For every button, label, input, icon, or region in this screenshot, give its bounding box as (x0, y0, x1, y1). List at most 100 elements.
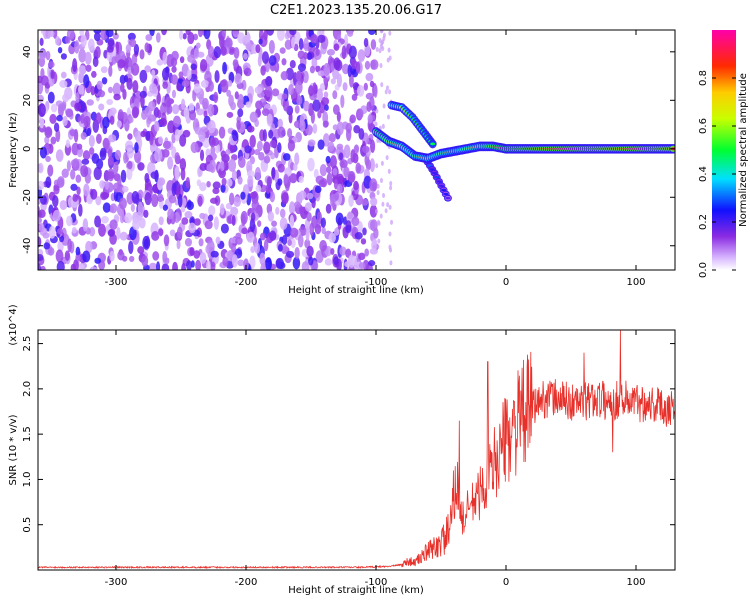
y-tick-label: -20 (22, 189, 33, 205)
spectrogram-cell (109, 107, 117, 116)
spectrogram-cell (301, 261, 310, 270)
spectrogram-cell (330, 247, 335, 255)
spectrogram-cell (179, 133, 187, 147)
y-tick-label: 20 (22, 94, 33, 107)
spectrogram-cell (364, 248, 370, 257)
spectrogram-cell (112, 32, 119, 40)
spectrogram-y-ticks: -40 -20 0 20 40 (22, 45, 675, 254)
spectrogram-cell (87, 38, 95, 51)
spectrogram-cell (266, 176, 273, 186)
spectrogram-cell (316, 88, 324, 102)
spectrogram-cell (124, 212, 133, 224)
colorbar-ticks: 0.0 0.2 0.4 0.6 0.8 (698, 70, 736, 278)
spectrogram-cell (258, 38, 263, 45)
spectrogram-cell (328, 133, 336, 143)
spectrogram-cell (176, 239, 181, 250)
spectrogram-cell (277, 126, 286, 138)
spectrogram-cell (117, 109, 124, 120)
spectrogram-cell (347, 30, 354, 37)
spectrogram-cell (228, 158, 237, 172)
spectrogram-cell (347, 64, 352, 78)
spectrogram-cell (89, 147, 95, 155)
spectrogram-cell (98, 103, 105, 111)
spectrogram-tail (445, 196, 451, 200)
snr-x-label: Height of straight line (km) (288, 585, 424, 596)
colorbar-gradient (712, 30, 736, 270)
spectrogram-cell (339, 246, 347, 256)
spectrogram-cell (379, 178, 383, 184)
spectrogram-cell (325, 203, 332, 214)
spectrogram-cell (282, 97, 289, 112)
spectrogram-cell (172, 115, 182, 128)
spectrogram-cell (257, 220, 262, 227)
spectrogram-cell (332, 168, 338, 176)
spectrogram-cell (144, 65, 152, 73)
spectrogram-cell (263, 239, 269, 252)
spectrogram-cell (83, 183, 90, 197)
spectrogram-tail (443, 192, 449, 196)
spectrogram-cell (206, 180, 211, 188)
spectrogram-cell (161, 30, 168, 36)
spectrogram-cell (231, 214, 236, 226)
spectrogram-cell (200, 126, 209, 133)
spectrogram-cell (196, 108, 204, 116)
spectrogram-cell (116, 120, 122, 128)
spectrogram-cell (262, 129, 267, 142)
spectrogram-cell (288, 201, 296, 215)
spectrogram-cell (93, 32, 101, 42)
spectrogram-cell (49, 113, 57, 124)
spectrogram-cell (343, 166, 350, 178)
spectrogram-cell (227, 249, 234, 262)
spectrogram-cell (307, 139, 316, 147)
spectrogram-cell (290, 227, 299, 238)
spectrogram-cell (335, 59, 343, 71)
spectrogram-cell (181, 205, 186, 213)
spectrogram-cell (207, 103, 215, 117)
spectrogram-cell (264, 85, 273, 98)
spectrogram-cell (279, 217, 288, 230)
spectrogram-cell (374, 208, 378, 214)
spectrogram-cell (294, 246, 300, 259)
spectrogram-cell (247, 175, 254, 188)
colorbar-tick-label: 0.8 (698, 70, 709, 86)
spectrogram-cell (106, 171, 115, 179)
spectrogram-cell (197, 195, 203, 207)
y-tick-label: 40 (22, 45, 33, 58)
spectrogram-cell (358, 128, 365, 140)
spectrogram-cell (290, 238, 296, 249)
spectrogram-cell (277, 243, 283, 252)
spectrogram-cell (223, 160, 229, 171)
spectrogram-cell (303, 51, 308, 60)
spectrogram-cell (48, 30, 55, 37)
spectrogram-cell (226, 111, 234, 118)
spectrogram-cell (144, 191, 152, 206)
spectrogram-cell (382, 103, 386, 109)
spectrogram-cell (260, 65, 266, 76)
spectrogram-cell (113, 160, 119, 175)
spectrogram-cell (106, 98, 114, 106)
spectrogram-cell (265, 257, 272, 270)
spectrogram-cell (365, 72, 374, 82)
spectrogram-cell (82, 250, 91, 263)
spectrogram-cell (269, 140, 277, 148)
spectrogram-cell (333, 256, 339, 266)
spectrogram-cell (48, 225, 56, 239)
spectrogram-cell (381, 201, 385, 207)
spectrogram-cell (268, 129, 274, 139)
spectrogram-cell (156, 261, 161, 270)
spectrogram-cell (129, 116, 134, 123)
spectrogram-cell (368, 260, 376, 267)
spectrogram-cell (127, 133, 133, 140)
colorbar-label: Normalized spectral amplitude (738, 73, 749, 227)
spectrogram-cell (118, 197, 127, 210)
spectrogram-cell (236, 120, 241, 130)
spectrogram-cell (52, 195, 59, 208)
spectrogram-cell (249, 255, 256, 269)
spectrogram-cell (230, 101, 236, 111)
spectrogram-cell (369, 158, 375, 173)
spectrogram-cell (384, 89, 388, 95)
spectrogram-cell (162, 140, 172, 150)
spectrogram-cell (65, 108, 74, 118)
spectrogram-cell (67, 238, 72, 253)
spectrogram-cell (38, 49, 47, 60)
